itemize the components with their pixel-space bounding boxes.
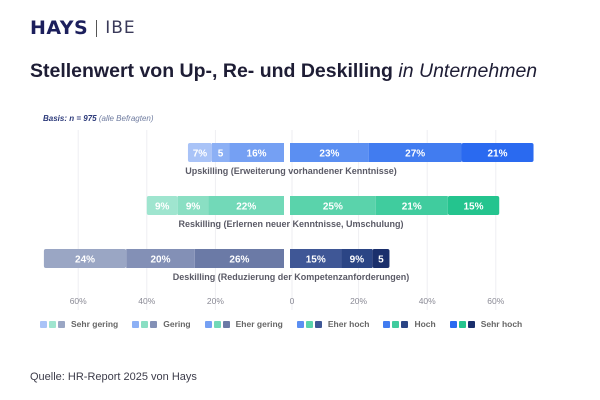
legend-swatch (383, 320, 391, 328)
bar-segment (211, 143, 230, 162)
bar-segment (290, 249, 342, 268)
legend-swatch (314, 320, 322, 328)
x-tick-label: 20% (207, 296, 224, 306)
bar-value-label: 21% (402, 202, 422, 213)
bar-value-label: 25% (323, 202, 343, 213)
legend-swatch (392, 320, 400, 328)
legend-label: Eher hoch (327, 319, 370, 329)
x-tick-label: 0 (290, 296, 295, 306)
legend-swatch (213, 320, 221, 328)
legend-swatch (467, 320, 475, 328)
legend-swatch (58, 320, 65, 328)
bar-segment (194, 249, 284, 268)
legend-item: Sehr hoch (449, 319, 523, 329)
legend-swatch (141, 320, 149, 328)
bar-segment (447, 196, 500, 215)
legend-swatch (296, 320, 304, 328)
x-tick-label: 60% (487, 296, 504, 306)
bar-value-label: 9% (350, 255, 365, 266)
logo-ibe: IBE (105, 18, 136, 38)
bar-segment (187, 143, 212, 162)
legend-swatch (132, 320, 140, 328)
legend-item: Eher gering (204, 319, 283, 329)
bar-segment (368, 143, 462, 162)
logo-divider (96, 19, 98, 37)
category-label: Deskilling (Reduzierung der Kompetenzanf… (173, 272, 410, 282)
bar-value-label: 26% (229, 255, 249, 266)
legend-item: Sehr gering (40, 319, 118, 329)
logo: HAYS IBE (30, 17, 136, 39)
x-tick-label: 40% (419, 296, 436, 306)
bar-segment (341, 249, 373, 268)
category-label: Upskilling (Erweiterung vorhandener Kenn… (185, 166, 397, 176)
legend-swatch (150, 320, 158, 328)
legend-item: Gering (132, 319, 191, 329)
bar-value-label: 16% (247, 149, 267, 160)
legend-swatch (449, 320, 457, 328)
bar-value-label: 24% (75, 255, 95, 266)
legend-label: Gering (163, 319, 191, 329)
bar-value-label: 5 (378, 255, 384, 266)
bar-value-label: 15% (463, 202, 483, 213)
bar-segment (375, 196, 448, 215)
bar-value-label: 23% (319, 149, 339, 160)
bar-segment (461, 143, 534, 162)
basis-note: Basis: n = 975 (alle Befragten) (43, 114, 154, 123)
bar-segment (177, 196, 209, 215)
legend-swatch (305, 320, 313, 328)
bar-value-label: 9% (155, 202, 170, 213)
legend-swatch (401, 320, 409, 328)
legend-swatch (204, 320, 212, 328)
bar-segment (126, 249, 195, 268)
legend-label: Sehr gering (71, 319, 119, 329)
bar-value-label: 22% (236, 202, 256, 213)
bar-segment (146, 196, 178, 215)
legend-swatch (458, 320, 466, 328)
bar-value-label: 15% (306, 255, 326, 266)
bar-segment (208, 196, 284, 215)
legend-item: Eher hoch (296, 319, 370, 329)
legend-label: Eher gering (235, 319, 283, 329)
source-note: Quelle: HR-Report 2025 von Hays (30, 371, 197, 383)
bar-value-label: 20% (151, 255, 171, 266)
category-label: Reskilling (Erlernen neuer Kenntnisse, U… (178, 219, 403, 229)
basis-sample: Basis: n = 975 (43, 114, 97, 123)
title-bold: Stellenwert von Up-, Re- und Deskilling (30, 60, 393, 82)
legend-swatch (49, 320, 56, 328)
legend-swatch (222, 320, 230, 328)
bar-value-label: 7% (193, 149, 208, 160)
bar-value-label: 21% (488, 149, 508, 160)
x-tick-label: 40% (138, 296, 155, 306)
legend-swatch (40, 320, 47, 328)
x-tick-label: 20% (350, 296, 367, 306)
bar-value-label: 9% (186, 202, 201, 213)
bar-segment (290, 196, 376, 215)
bar-value-label: 27% (405, 149, 425, 160)
bar-segment (372, 249, 390, 268)
bar-segment (290, 143, 369, 162)
chart-title: Stellenwert von Up-, Re- und Deskilling … (30, 60, 537, 83)
bar-value-label: 5 (218, 149, 224, 160)
logo-hays: HAYS (30, 17, 89, 39)
legend-label: Hoch (414, 319, 436, 329)
legend: Sehr gering Gering Eher gering Eher hoch Hoc… (40, 319, 522, 329)
legend-label: Sehr hoch (480, 319, 523, 329)
x-tick-label: 60% (70, 296, 87, 306)
basis-description: (alle Befragten) (98, 114, 154, 123)
title-italic: in Unternehmen (398, 60, 538, 82)
bar-segment (229, 143, 284, 162)
bar-segment (43, 249, 127, 268)
legend-item: Hoch (383, 319, 436, 329)
